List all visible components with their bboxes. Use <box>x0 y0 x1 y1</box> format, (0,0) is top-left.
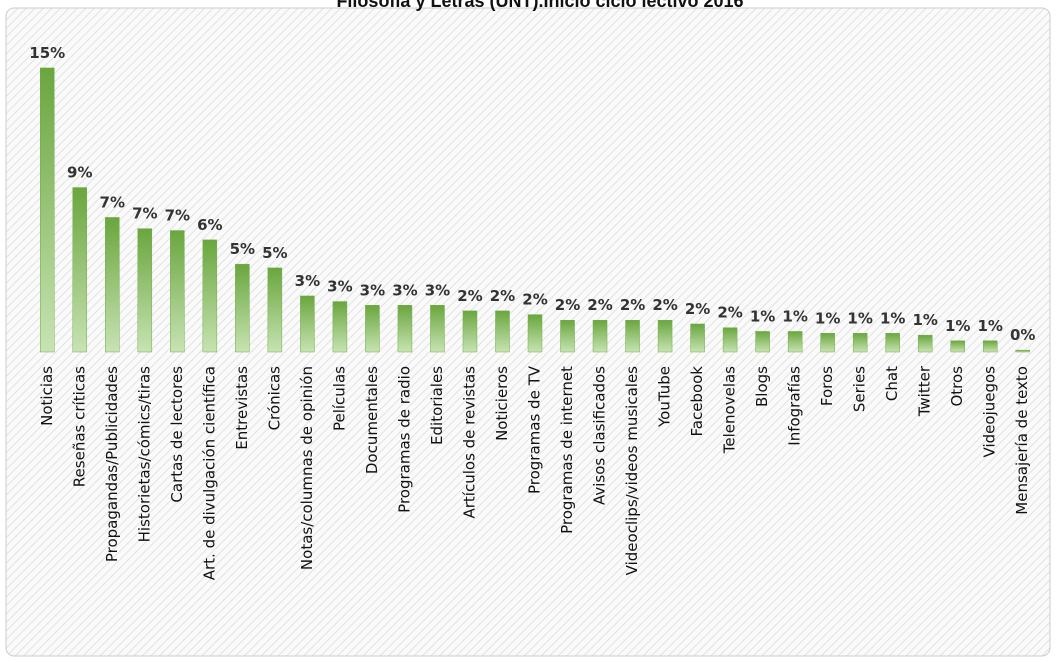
x-tick-label: Historietas/cómics/tiras <box>135 366 153 543</box>
bar <box>462 310 478 353</box>
x-tick-label: Blogs <box>753 366 771 407</box>
x-tick-label: Entrevistas <box>233 366 251 450</box>
value-label: 5% <box>262 244 287 262</box>
value-label: 0% <box>1010 326 1035 344</box>
bar <box>527 314 543 353</box>
bar <box>495 310 510 353</box>
bar <box>625 319 640 353</box>
value-label: 1% <box>847 309 872 327</box>
x-tick-label: Cartas de lectores <box>168 366 186 503</box>
x-tick-label: Noticias <box>38 366 56 426</box>
bar <box>40 67 55 353</box>
chart-title: Filosofía y Letras (UNT).Inicio ciclo le… <box>336 0 743 11</box>
bar <box>430 305 445 353</box>
value-label: 7% <box>132 205 157 223</box>
x-tick-label: Programas de TV <box>526 365 544 494</box>
value-label: 2% <box>587 296 612 314</box>
bar <box>950 340 965 353</box>
value-label: 9% <box>67 164 92 182</box>
value-label: 2% <box>620 296 645 314</box>
value-label: 2% <box>652 296 677 314</box>
x-tick-label: Mensajería de texto <box>1013 366 1031 515</box>
bar <box>885 333 900 353</box>
x-tick-label: Avisos clasificados <box>591 366 609 505</box>
value-label: 15% <box>29 44 65 62</box>
x-tick-label: Películas <box>330 366 348 431</box>
bar <box>105 217 120 353</box>
value-label: 3% <box>295 272 320 290</box>
bar <box>300 295 315 353</box>
bar <box>267 267 283 353</box>
x-tick-label: Infografías <box>786 366 804 446</box>
value-label: 2% <box>555 296 580 314</box>
value-label: 2% <box>490 287 515 305</box>
value-label: 3% <box>360 281 385 299</box>
x-tick-label: Telenovelas <box>721 366 739 454</box>
bar <box>592 319 608 353</box>
x-tick-label: Facebook <box>688 366 706 437</box>
x-tick-label: Videojuegos <box>981 366 999 458</box>
x-tick-label: Programas de radio <box>395 366 413 513</box>
value-label: 2% <box>522 291 547 309</box>
value-label: 1% <box>815 309 840 327</box>
x-tick-label: Programas de internet <box>558 366 576 534</box>
value-label: 1% <box>977 317 1002 335</box>
bar <box>820 333 835 353</box>
x-tick-label: Otros <box>948 366 966 407</box>
x-tick-label: Propagandas/Publicidades <box>103 366 121 562</box>
x-tick-label: Noticieros <box>493 366 511 441</box>
x-tick-label: Foros <box>818 366 836 406</box>
bar <box>755 331 770 353</box>
bar <box>982 340 998 353</box>
x-tick-label: Documentales <box>363 366 381 474</box>
x-tick-label: Series <box>851 366 869 412</box>
x-tick-label: Notas/columnas de opinión <box>298 366 316 570</box>
value-label: 1% <box>782 307 807 325</box>
bar <box>137 228 153 353</box>
bar <box>72 187 88 353</box>
x-tick-label: Artículos de revistas <box>460 366 478 519</box>
value-label: 2% <box>457 287 482 305</box>
value-label: 3% <box>327 278 352 296</box>
value-label: 3% <box>425 281 450 299</box>
value-label: 7% <box>165 207 190 225</box>
bar <box>690 323 705 353</box>
value-label: 1% <box>912 311 937 329</box>
value-label: 6% <box>197 216 222 234</box>
x-tick-label: Crónicas <box>265 366 283 431</box>
bar <box>170 230 185 353</box>
bar <box>852 333 868 353</box>
value-label: 7% <box>100 193 125 211</box>
x-tick-label: Twitter <box>916 365 934 417</box>
x-tick-label: Videoclips/videos musicales <box>623 366 641 575</box>
bar <box>202 239 218 353</box>
x-tick-label: Reseñas críticas <box>70 366 88 487</box>
bar <box>1015 349 1030 353</box>
bar <box>235 263 250 353</box>
value-label: 2% <box>717 304 742 322</box>
bar <box>560 319 575 353</box>
x-tick-label: Chat <box>883 366 901 401</box>
value-label: 3% <box>392 281 417 299</box>
x-tick-label: Art. de divulgación científica <box>200 366 218 580</box>
bar <box>917 334 933 353</box>
x-tick-label: YouTube <box>656 366 674 428</box>
value-label: 1% <box>880 309 905 327</box>
x-tick-label: Editoriales <box>428 366 446 445</box>
bar <box>332 301 348 353</box>
bar <box>722 327 738 353</box>
bar <box>365 305 380 353</box>
bar <box>787 331 803 353</box>
bar <box>657 319 673 353</box>
value-label: 5% <box>230 240 255 258</box>
value-label: 2% <box>685 300 710 318</box>
value-label: 1% <box>945 317 970 335</box>
bar <box>397 305 413 353</box>
value-label: 1% <box>750 307 775 325</box>
